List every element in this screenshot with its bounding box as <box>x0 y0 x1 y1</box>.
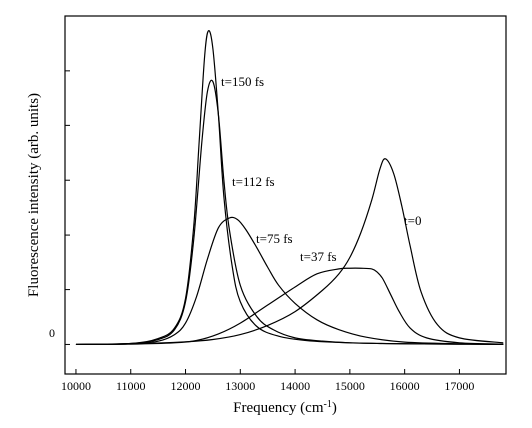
x-axis-title-main: Frequency (cm <box>233 400 324 416</box>
curve-label-t75: t=75 fs <box>256 231 293 246</box>
x-tick-label: 17000 <box>444 379 474 393</box>
x-tick-label: 15000 <box>335 379 365 393</box>
series-line-2 <box>75 216 504 346</box>
curve-label-t0: t=0 <box>404 213 421 228</box>
x-tick-label: 16000 <box>390 379 420 393</box>
x-axis-title: Frequency (cm-1) <box>233 399 337 416</box>
x-tick-label: 14000 <box>280 379 310 393</box>
curve-label-t150: t=150 fs <box>221 74 264 89</box>
x-axis-ticks: 10000 11000 12000 13000 14000 15000 16000 17000 <box>61 369 474 393</box>
series-line-4 <box>75 30 504 346</box>
series-line-1 <box>75 267 504 346</box>
series-curves <box>75 30 504 346</box>
x-axis-title-close: ) <box>332 400 337 416</box>
x-tick-label: 12000 <box>171 379 201 393</box>
plot-frame <box>64 15 507 375</box>
curve-label-t112: t=112 fs <box>232 174 275 189</box>
y-zero-label: 0 <box>49 326 55 340</box>
y-axis-title: Fluorescence intensity (arb. units) <box>26 93 42 297</box>
series-line-3 <box>75 79 504 346</box>
y-axis-ticks <box>65 70 70 345</box>
series-line-0 <box>75 158 504 346</box>
x-tick-label: 10000 <box>61 379 91 393</box>
x-axis-title-sup: -1 <box>324 399 332 410</box>
curve-label-t37: t=37 fs <box>300 249 337 264</box>
x-tick-label: 13000 <box>225 379 255 393</box>
x-tick-label: 11000 <box>116 379 146 393</box>
